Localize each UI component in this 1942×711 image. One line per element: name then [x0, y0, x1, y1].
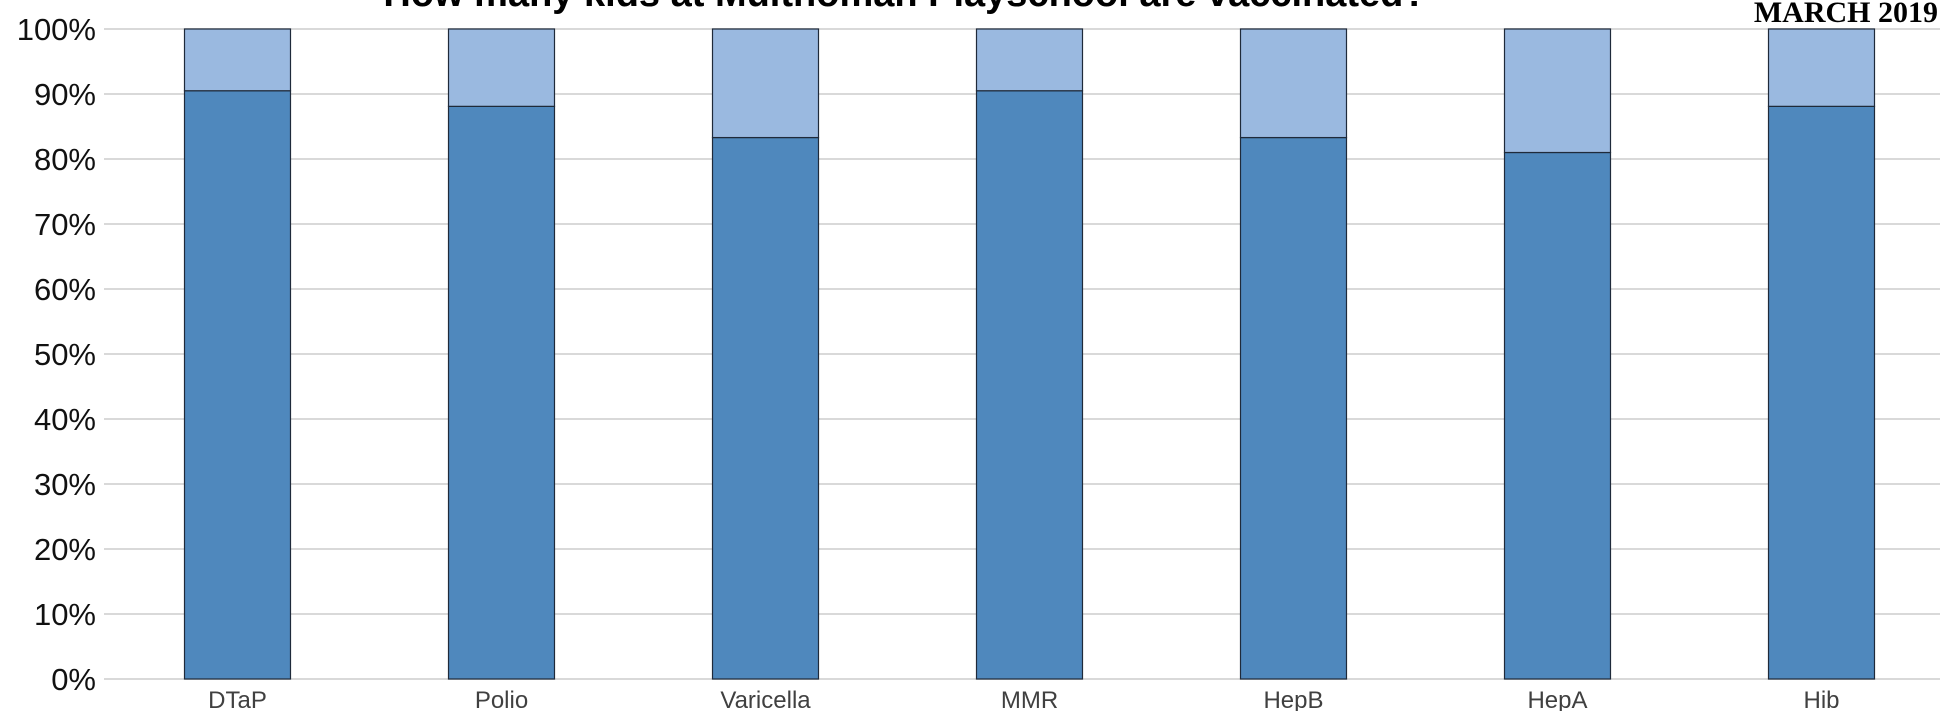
- y-tick-label: 0%: [51, 662, 96, 697]
- y-tick-label: 20%: [34, 532, 96, 567]
- y-tick-label: 70%: [34, 207, 96, 242]
- y-tick-label: 40%: [34, 402, 96, 437]
- bar-dtap-segment-2: [183, 28, 292, 92]
- bars: [183, 28, 1876, 680]
- bar-hepa-segment-2: [1503, 28, 1612, 154]
- bar-mmr-segment-1: [975, 90, 1084, 680]
- x-tick-label: HepA: [1527, 687, 1587, 711]
- bar-hib-segment-2: [1767, 28, 1876, 107]
- bar-hepb-segment-1: [1239, 136, 1348, 680]
- x-axis-ticks: DTaP Polio Varicella MMR HepB HepA Hib: [208, 687, 1839, 711]
- bar-hepa-segment-1: [1503, 151, 1612, 680]
- y-tick-label: 30%: [34, 467, 96, 502]
- y-tick-label: 50%: [34, 337, 96, 372]
- bar-hepb-segment-2: [1239, 28, 1348, 139]
- y-tick-label: 90%: [34, 77, 96, 112]
- y-tick-label: 80%: [34, 142, 96, 177]
- chart-title: How many kids at Multnomah Playschool ar…: [383, 0, 1426, 15]
- bar-varicella-segment-1: [711, 136, 820, 680]
- x-tick-label: HepB: [1263, 687, 1323, 711]
- bar-hib-segment-1: [1767, 105, 1876, 680]
- x-tick-label: Varicella: [720, 687, 811, 711]
- bar-mmr-segment-2: [975, 28, 1084, 92]
- bar-polio-segment-1: [447, 105, 556, 680]
- x-tick-label: Hib: [1803, 687, 1839, 711]
- y-tick-label: 60%: [34, 272, 96, 307]
- x-tick-label: Polio: [475, 687, 528, 711]
- x-tick-label: MMR: [1001, 687, 1058, 711]
- date-stamp: MARCH 2019: [1754, 0, 1938, 29]
- bar-dtap-segment-1: [183, 90, 292, 680]
- bar-varicella-segment-2: [711, 28, 820, 139]
- x-tick-label: DTaP: [208, 687, 267, 711]
- y-tick-label: 100%: [17, 12, 96, 47]
- y-tick-label: 10%: [34, 597, 96, 632]
- y-axis-ticks: 0% 10% 20% 30% 40% 50% 60% 70% 80% 90% 100%: [17, 12, 96, 697]
- bar-polio-segment-2: [447, 28, 556, 107]
